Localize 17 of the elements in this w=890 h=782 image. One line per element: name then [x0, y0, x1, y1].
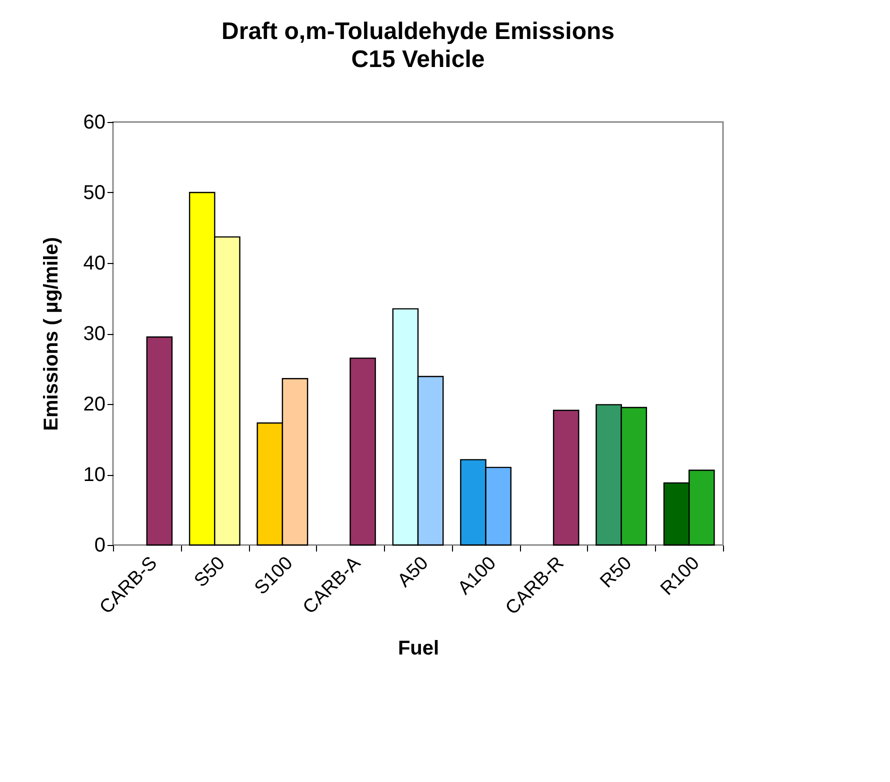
y-tick-label: 50 — [83, 182, 106, 204]
y-tick-label: 0 — [94, 534, 106, 556]
x-tick-label: S50 — [190, 552, 230, 592]
x-axis-title: Fuel — [398, 637, 440, 660]
bar — [350, 358, 376, 546]
chart-title: Draft o,m-Tolualdehyde Emissions — [222, 18, 614, 45]
chart-subtitle: C15 Vehicle — [351, 46, 485, 73]
x-tick-label: R50 — [596, 552, 636, 592]
y-tick-label: 20 — [83, 394, 106, 416]
y-tick-label: 10 — [83, 464, 106, 486]
bar — [146, 336, 173, 546]
x-tick-label: A50 — [394, 552, 433, 592]
y-tick-label: 60 — [83, 112, 106, 134]
y-tick-label: 40 — [83, 252, 106, 274]
y-tick-label: 30 — [83, 323, 106, 345]
bar — [552, 410, 580, 546]
y-axis-title: Emissions ( µg/mile) — [40, 237, 62, 431]
